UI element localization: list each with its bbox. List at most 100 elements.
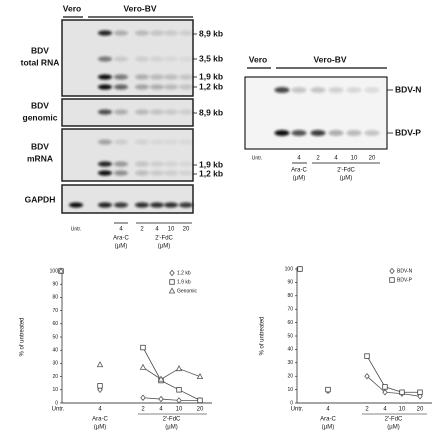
blot-band: [179, 84, 193, 90]
western-band: [328, 130, 344, 136]
series-line: [142, 367, 201, 380]
y-tick-label: 20: [52, 374, 58, 380]
marker: [140, 344, 146, 351]
x-tick-label: 20: [197, 407, 204, 413]
series-line: [142, 347, 201, 401]
lane-label: 10: [168, 227, 175, 233]
blot-band: [135, 202, 149, 208]
western-band: [291, 87, 307, 93]
western-band: [364, 130, 380, 136]
x-tick-label: 10: [176, 407, 183, 413]
series-line: [366, 355, 420, 393]
x-tick-label: 4: [159, 407, 163, 413]
lane-label: 4: [119, 227, 123, 233]
marker: [140, 394, 146, 401]
blot-band: [150, 161, 164, 167]
y-tick-label: 80: [287, 293, 293, 299]
marker: [175, 365, 183, 372]
y-tick-label: 20: [287, 374, 293, 380]
lane-label: 4: [155, 227, 159, 233]
marker: [169, 279, 175, 285]
marker: [176, 387, 182, 393]
y-tick-label: 50: [287, 333, 293, 339]
blot-band: [98, 202, 112, 208]
blot-band: [164, 109, 178, 115]
blot-band: [69, 202, 83, 208]
marker: [158, 395, 164, 403]
blot-band: [164, 170, 178, 176]
blot-band: [114, 56, 128, 62]
marker: [417, 389, 423, 395]
marker: [389, 267, 395, 275]
marker: [297, 266, 303, 272]
group-label: 2'-FdC: [163, 417, 181, 423]
blot-band: [179, 202, 193, 208]
marker: [176, 397, 182, 404]
blot-header: Vero-BV: [123, 3, 156, 13]
blot-band: [114, 161, 128, 167]
blot-band: [150, 56, 164, 62]
y-tick-label: 100: [285, 266, 294, 272]
lane-label: 20: [369, 156, 376, 162]
marker: [168, 287, 176, 294]
size-label: 1,2 kb: [199, 168, 223, 178]
x-tick-label: 4: [383, 407, 387, 413]
marker: [364, 372, 370, 380]
marker: [399, 389, 405, 395]
western-band: [328, 87, 344, 93]
size-label: 3,5 kb: [199, 53, 223, 63]
y-tick-label: 40: [52, 348, 58, 354]
band-label: BDV-N: [395, 84, 421, 94]
row-label: BDV: [31, 141, 49, 151]
legend-label: BDV-N: [397, 268, 413, 274]
x-tick-label: 20: [417, 407, 424, 413]
marker: [197, 397, 203, 404]
blot-band: [179, 30, 193, 36]
marker: [196, 372, 204, 379]
blot-band: [164, 74, 178, 80]
blot-band: [114, 109, 128, 115]
size-label: 1,9 kb: [199, 159, 223, 169]
legend-label: Genomic: [177, 288, 198, 294]
lane-label: 4: [334, 156, 338, 162]
y-axis-label: % of untreated: [260, 316, 266, 355]
blot-band: [98, 56, 112, 62]
group-label: Ara-C: [113, 236, 129, 242]
group-unit: (µM): [293, 176, 305, 182]
x-tick-label: 2: [365, 407, 369, 413]
x-tick-label: 4: [98, 407, 102, 413]
x-tick-label: 2: [141, 407, 145, 413]
x-tick-label: 10: [399, 407, 406, 413]
group-label: 2'-FdC: [385, 417, 403, 423]
y-tick-label: 100: [50, 268, 59, 274]
marker: [169, 269, 175, 277]
row-label: BDV: [31, 45, 49, 55]
legend-label: 1.2 kb: [177, 270, 191, 276]
blot-band: [114, 84, 128, 90]
western-band: [291, 130, 307, 136]
row-label: total RNA: [21, 57, 60, 67]
blot-band: [135, 84, 149, 90]
marker: [325, 386, 331, 393]
blot-band: [135, 56, 149, 62]
lane-label: 2: [140, 227, 144, 233]
row-label: genomic: [23, 112, 58, 122]
western-header: Vero: [249, 54, 267, 64]
blot-band: [135, 109, 149, 115]
band-label: BDV-P: [395, 127, 421, 137]
blot-band: [150, 109, 164, 115]
size-label: 8,9 kb: [199, 28, 223, 38]
x-tick-label: Untr.: [52, 407, 65, 413]
blot-band: [114, 30, 128, 36]
lane-label: 2: [316, 156, 320, 162]
y-tick-label: 0: [55, 400, 58, 406]
group-label: Ara-C: [291, 168, 307, 174]
y-tick-label: 40: [287, 347, 293, 353]
blot-band: [150, 30, 164, 36]
blot-band: [98, 30, 112, 36]
western-band: [274, 130, 290, 136]
lane-label: 10: [351, 156, 358, 162]
blot-band: [179, 74, 193, 80]
blot-band: [98, 109, 112, 115]
blot-band: [98, 139, 112, 145]
